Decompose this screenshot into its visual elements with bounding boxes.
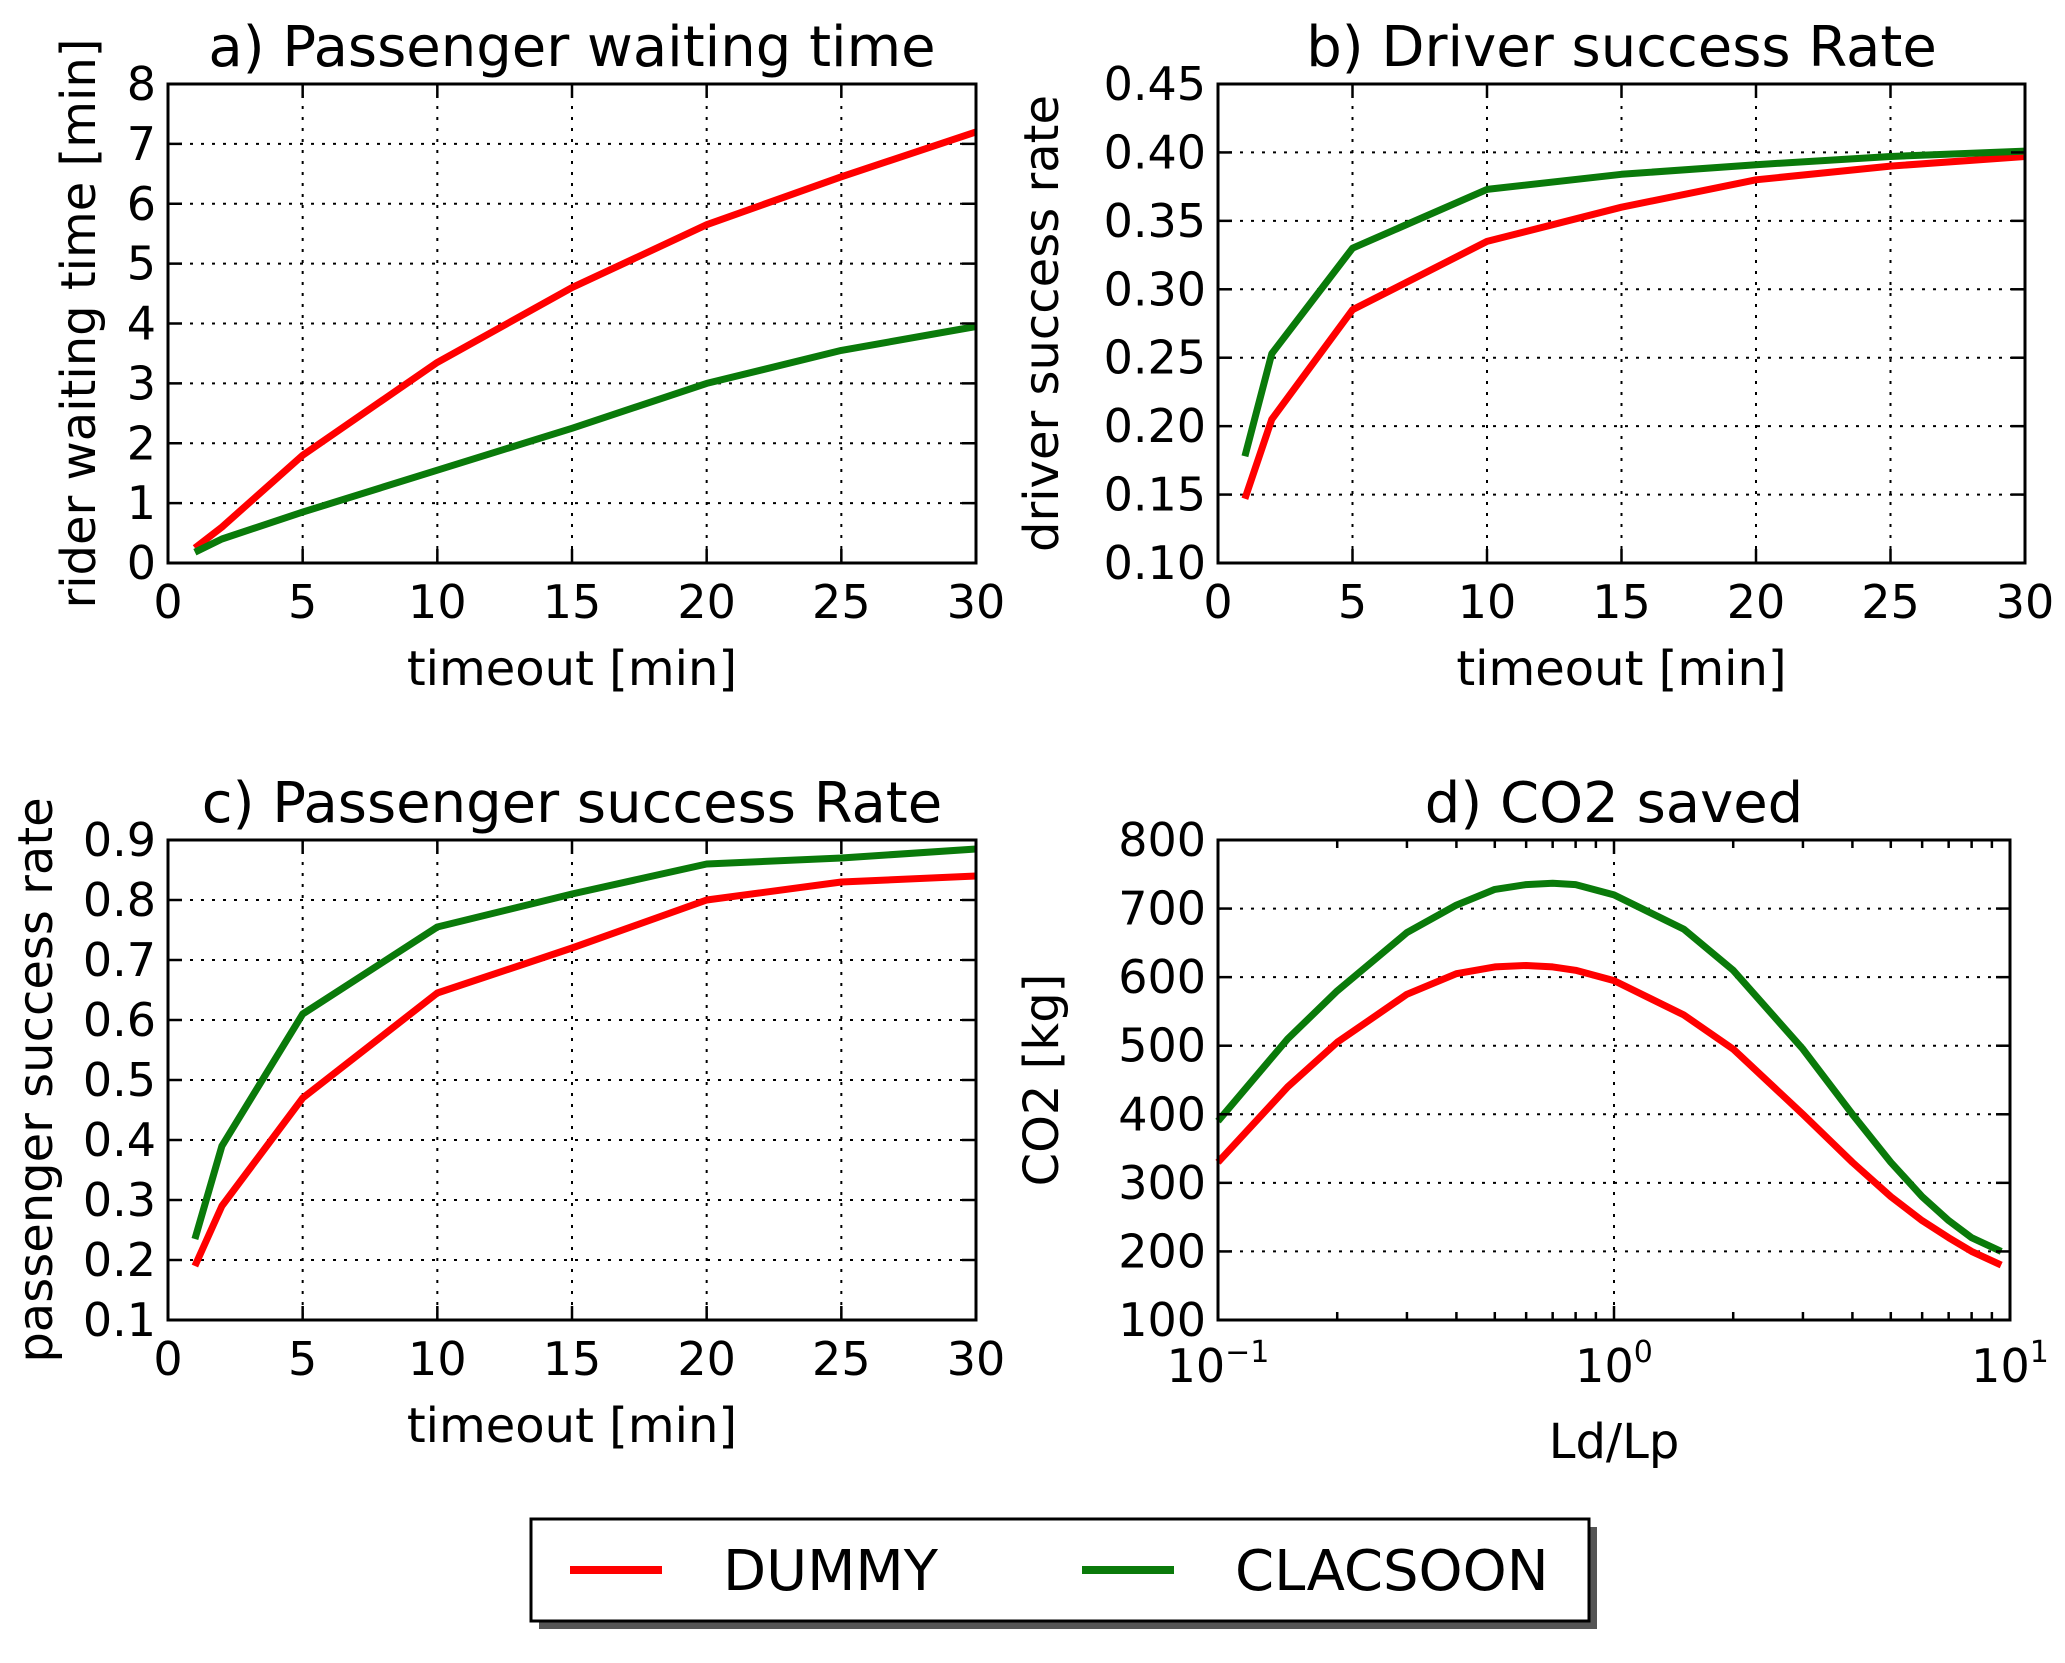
x-axis-label: timeout [min] xyxy=(407,1398,737,1454)
x-tick-label: 5 xyxy=(288,575,317,629)
series-line-clacsoon xyxy=(191,845,977,1240)
x-tick-label: 10 xyxy=(408,575,467,629)
x-axis-label: timeout [min] xyxy=(1456,641,1786,697)
series-line-clacsoon xyxy=(193,323,977,556)
y-tick-label: 600 xyxy=(1118,950,1206,1004)
chart-title: d) CO2 saved xyxy=(1425,771,1803,836)
x-tick-label: 10 xyxy=(1458,575,1517,629)
y-tick-label: 0.3 xyxy=(83,1173,156,1227)
x-tick-label: 10−1 xyxy=(1167,1335,1270,1393)
y-tick-label: 0.2 xyxy=(83,1233,156,1287)
series-line-dummy xyxy=(192,128,978,551)
y-tick-label: 0.25 xyxy=(1104,331,1206,385)
series-line-clacsoon xyxy=(1215,879,2003,1255)
series-line-dummy xyxy=(1215,962,2003,1269)
x-axis-label: Ld/Lp xyxy=(1549,1414,1680,1470)
chart-title: a) Passenger waiting time xyxy=(208,15,935,80)
y-axis-label: rider waiting time [min] xyxy=(51,38,107,608)
x-tick-label: 0 xyxy=(153,575,182,629)
x-tick-label: 5 xyxy=(1338,575,1367,629)
x-tick-label: 100 xyxy=(1575,1335,1653,1393)
y-axis-label: driver success rate xyxy=(1014,95,1070,552)
y-tick-label: 300 xyxy=(1118,1156,1206,1210)
x-tick-label: 5 xyxy=(288,1332,317,1386)
y-tick-label: 5 xyxy=(127,237,156,291)
y-tick-label: 0.20 xyxy=(1104,399,1206,453)
x-tick-label: 20 xyxy=(677,575,736,629)
y-tick-label: 2 xyxy=(127,416,156,470)
y-tick-label: 4 xyxy=(127,297,156,351)
y-tick-label: 0.8 xyxy=(83,873,156,927)
y-tick-label: 7 xyxy=(127,117,156,171)
series-line-clacsoon xyxy=(1241,147,2026,458)
y-tick-label: 700 xyxy=(1118,882,1206,936)
x-tick-label: 0 xyxy=(1203,575,1232,629)
y-tick-label: 100 xyxy=(1118,1293,1206,1347)
y-tick-label: 0.7 xyxy=(83,933,156,987)
y-tick-label: 0.30 xyxy=(1104,262,1206,316)
y-tick-label: 0.45 xyxy=(1104,57,1206,111)
x-tick-label: 15 xyxy=(1592,575,1651,629)
y-tick-label: 3 xyxy=(127,356,156,410)
chart-title: b) Driver success Rate xyxy=(1306,15,1937,80)
y-tick-label: 0.40 xyxy=(1104,125,1206,179)
x-tick-label: 25 xyxy=(812,1332,871,1386)
legend-box xyxy=(529,1517,1591,1623)
x-tick-label: 15 xyxy=(543,575,602,629)
chart-panel-c: 0 5 10 15 20 25 30 0.1 0.2 0.3 0.4 0.5 0.6 0.7 0.8 0.9 c… xyxy=(8,771,1005,1454)
y-tick-label: 0.4 xyxy=(83,1113,156,1167)
y-tick-label: 6 xyxy=(127,177,156,231)
legend-label-dummy: DUMMY xyxy=(723,1539,939,1604)
y-tick-label: 0.5 xyxy=(83,1053,156,1107)
x-axis-label: timeout [min] xyxy=(407,641,737,697)
y-tick-label: 200 xyxy=(1118,1224,1206,1278)
x-tick-label: 101 xyxy=(1971,1335,2049,1393)
x-tick-label: 25 xyxy=(812,575,871,629)
x-tick-label: 20 xyxy=(677,1332,736,1386)
legend: DUMMY CLACSOON xyxy=(529,1517,1597,1629)
chart-title: c) Passenger success Rate xyxy=(202,771,942,836)
x-tick-label: 20 xyxy=(1727,575,1786,629)
y-tick-label: 0.1 xyxy=(83,1293,156,1347)
y-tick-label: 8 xyxy=(127,57,156,111)
x-tick-label: 25 xyxy=(1861,575,1920,629)
x-tick-label: 0 xyxy=(153,1332,182,1386)
y-tick-label: 0.10 xyxy=(1104,536,1206,590)
y-tick-label: 0.35 xyxy=(1104,194,1206,248)
series-line-dummy xyxy=(1241,153,2026,500)
chart-panel-b: 0 5 10 15 20 25 30 0.10 0.15 0.20 0.25 0.30 0.35 0.40… xyxy=(1014,15,2054,697)
y-tick-label: 0.6 xyxy=(83,993,156,1047)
y-tick-label: 400 xyxy=(1118,1087,1206,1141)
y-tick-label: 0 xyxy=(127,536,156,590)
y-tick-label: 500 xyxy=(1118,1019,1206,1073)
x-tick-label: 30 xyxy=(1996,575,2055,629)
x-tick-label: 10 xyxy=(408,1332,467,1386)
x-tick-label: 15 xyxy=(543,1332,602,1386)
y-tick-label: 0.15 xyxy=(1104,468,1206,522)
chart-panel-a: 0 5 10 15 20 25 30 0 1 2 34 5 6 7 8 a) Passenger waitin… xyxy=(51,15,1005,697)
y-tick-label: 1 xyxy=(127,476,156,530)
x-tick-label: 30 xyxy=(947,575,1006,629)
series-line-dummy xyxy=(191,872,977,1268)
legend-label-clacsoon: CLACSOON xyxy=(1235,1539,1549,1604)
x-tick-label: 30 xyxy=(947,1332,1006,1386)
y-tick-label: 800 xyxy=(1118,813,1206,867)
y-axis-label: passenger success rate xyxy=(8,797,64,1362)
y-axis-label: CO2 [kg] xyxy=(1014,974,1070,1187)
y-tick-label: 0.9 xyxy=(83,813,156,867)
